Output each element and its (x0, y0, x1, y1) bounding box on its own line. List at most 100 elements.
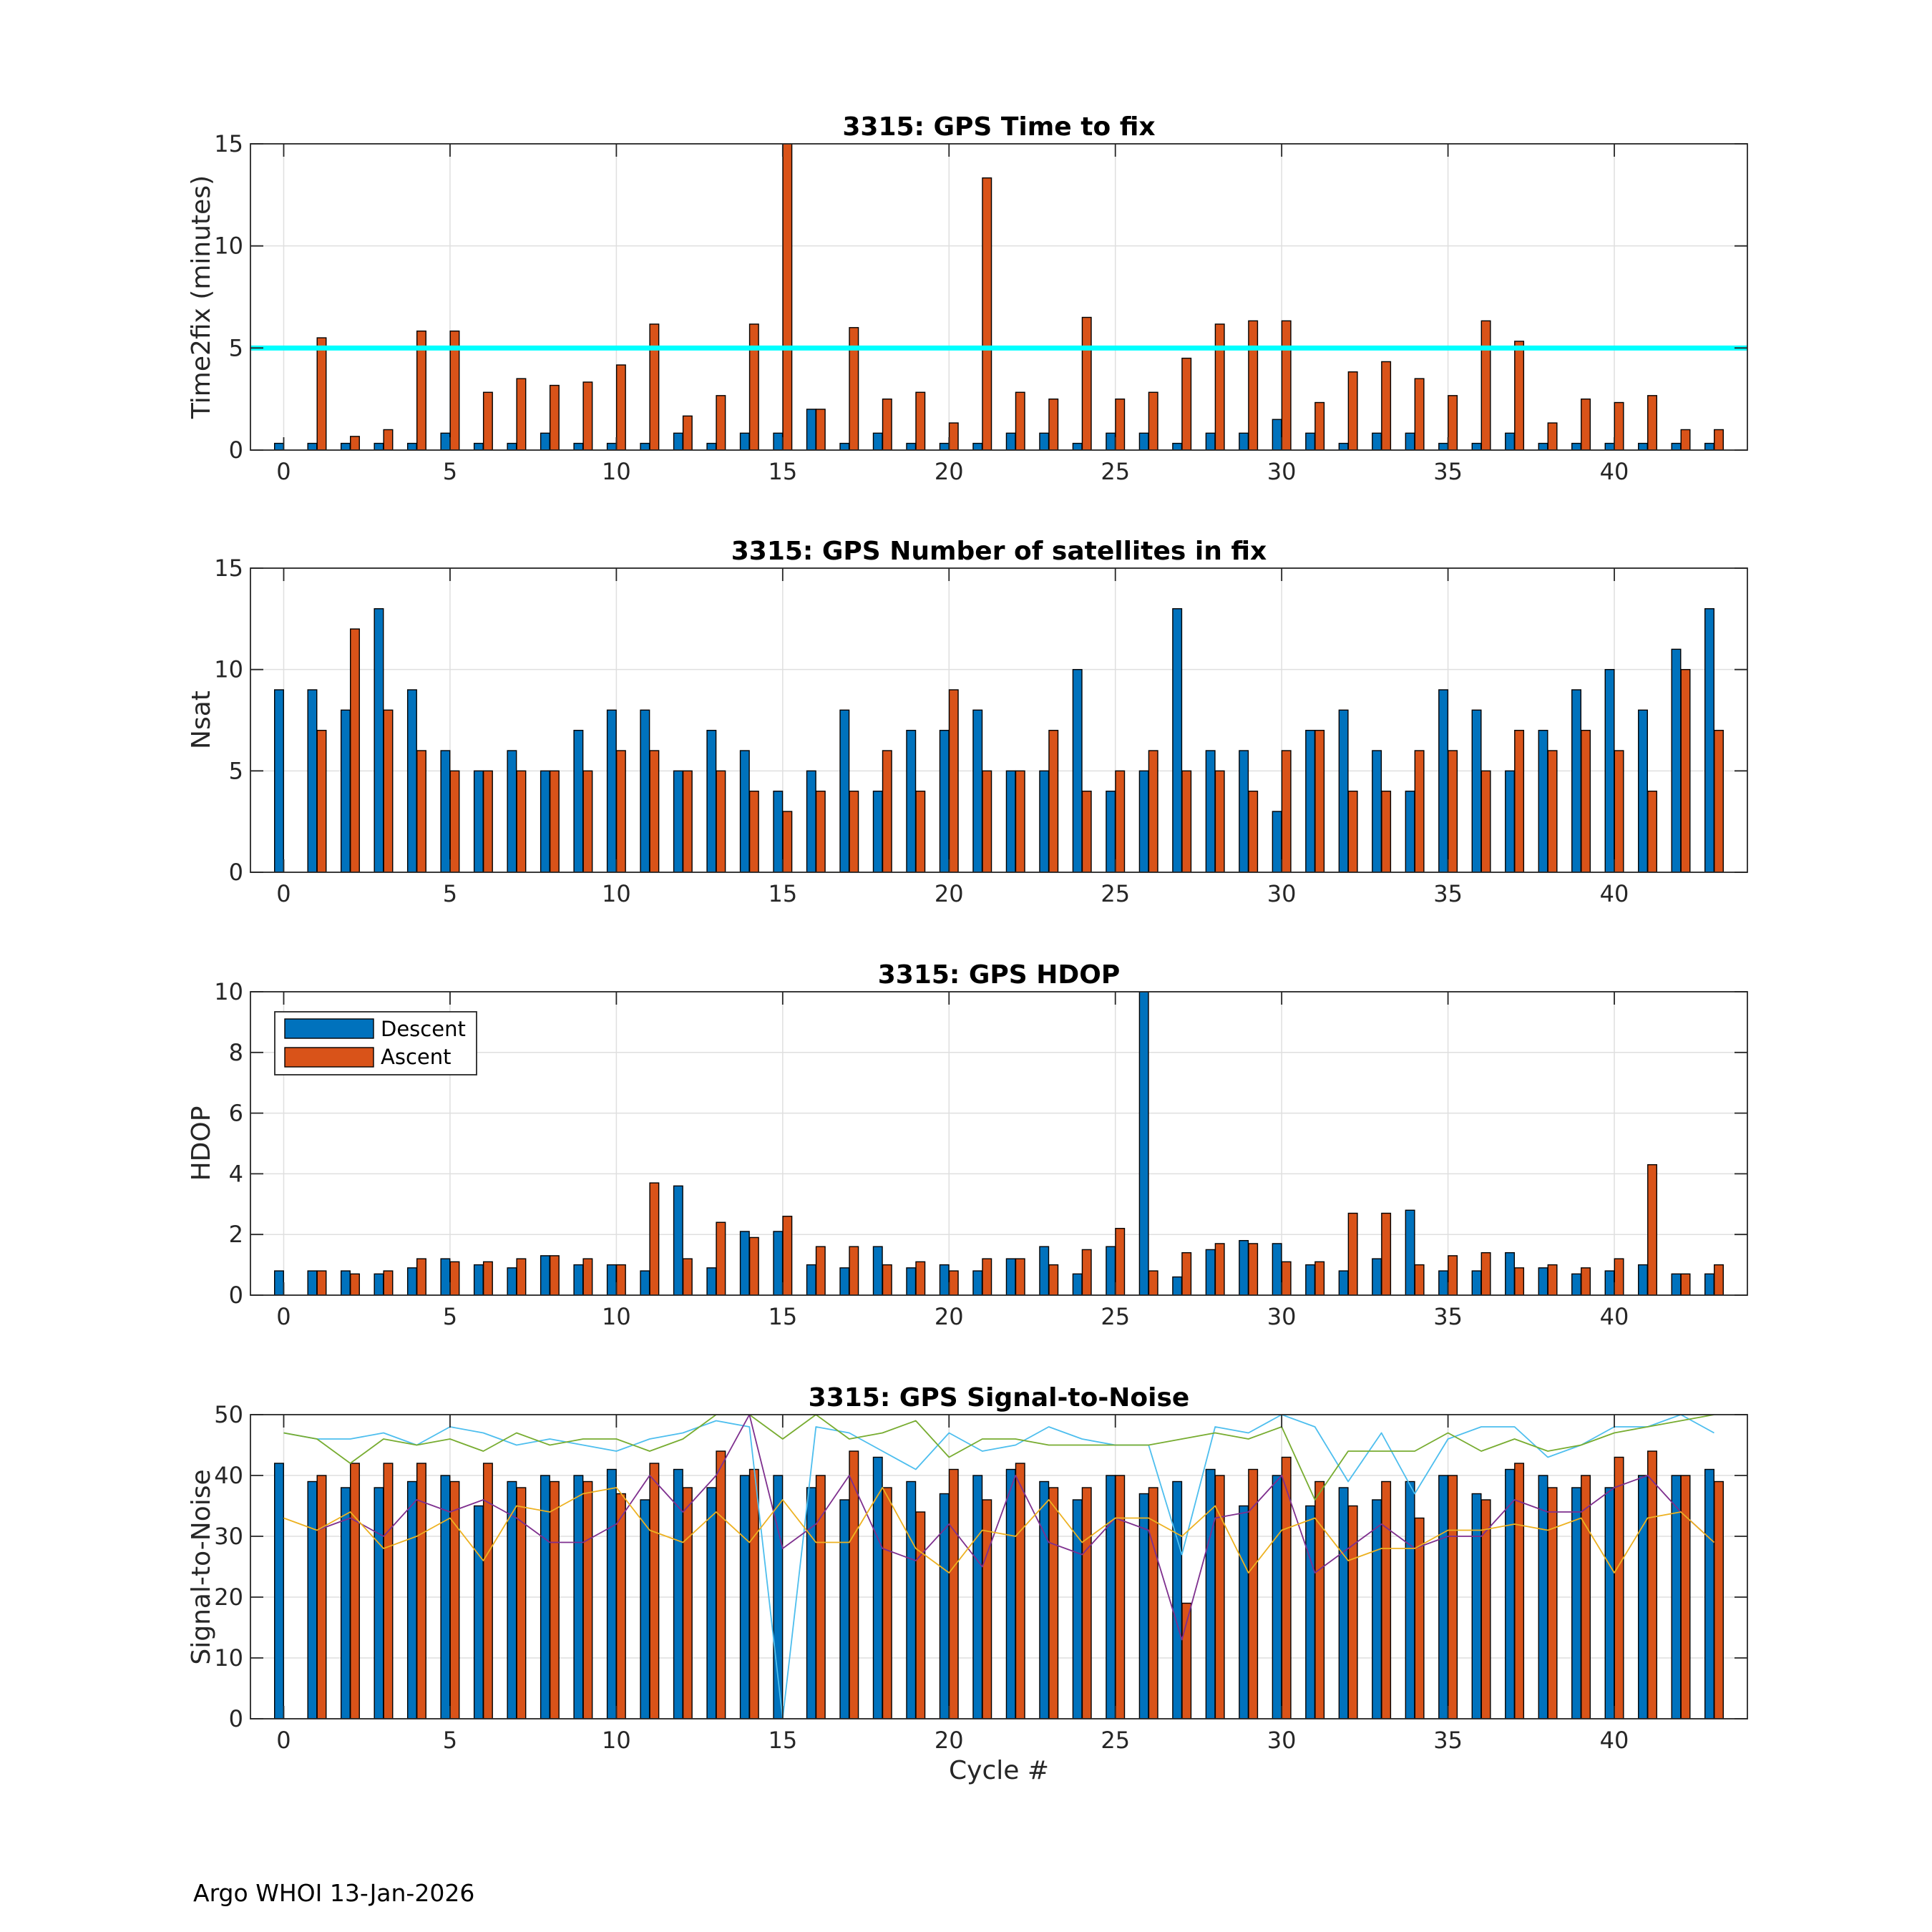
descent-bar (473, 1264, 484, 1295)
x-tick-label: 30 (1267, 880, 1297, 907)
x-tick-label: 25 (1101, 1727, 1130, 1754)
descent-bar (1272, 1475, 1282, 1719)
ascent-bar (516, 1487, 527, 1719)
ascent-bar (716, 770, 726, 872)
descent-bar (1571, 442, 1582, 450)
descent-bar (1305, 1264, 1316, 1295)
snr-line (283, 1487, 1715, 1574)
descent-bar (374, 608, 384, 872)
ascent-bar (383, 1270, 394, 1295)
ascent-bar (482, 770, 493, 872)
ascent-bar (948, 422, 959, 450)
ascent-bar (482, 391, 493, 450)
ascent-bar (482, 1261, 493, 1295)
ascent-bar (1614, 1258, 1624, 1295)
descent-bar (1272, 811, 1282, 872)
ascent-bar (1381, 361, 1392, 450)
descent-bar (739, 432, 750, 450)
descent-bar (606, 442, 617, 450)
descent-bar (1471, 709, 1482, 872)
data-layer (250, 144, 1747, 450)
ascent-bar (549, 384, 560, 450)
y-tick-label: 10 (214, 978, 243, 1005)
descent-bar (440, 750, 451, 872)
ascent-bar (482, 1463, 493, 1719)
descent-bar (1471, 1493, 1482, 1719)
descent-bar (606, 1468, 617, 1719)
descent-bar (1571, 1487, 1582, 1719)
descent-bar (739, 1475, 750, 1719)
snr-line (283, 1415, 1714, 1501)
ascent-bar (849, 1246, 859, 1295)
y-axis-label: HDOP (187, 1106, 216, 1181)
ascent-bar (1181, 1252, 1192, 1295)
descent-bar (1571, 689, 1582, 872)
descent-bar (739, 750, 750, 872)
legend-descent-label: Descent (381, 1017, 466, 1041)
descent-bar (1438, 1475, 1449, 1719)
plot-background (250, 568, 1747, 872)
descent-bar (1372, 1499, 1382, 1719)
descent-bar (1039, 1246, 1050, 1295)
descent-bar (540, 1255, 550, 1295)
y-tick-label: 0 (229, 859, 243, 886)
ascent-bar (416, 330, 426, 450)
x-tick-label: 25 (1101, 458, 1130, 485)
ascent-bar (383, 709, 394, 872)
descent-bar (1106, 432, 1116, 450)
ascent-bar (1448, 395, 1458, 450)
descent-bar (839, 1267, 850, 1295)
ascent-bar (1347, 790, 1358, 872)
descent-bar (1072, 442, 1083, 450)
descent-bar (274, 442, 284, 450)
snr-line (316, 1415, 1715, 1641)
descent-bar (773, 432, 784, 450)
ascent-bar (1214, 770, 1225, 872)
ascent-bar (1248, 790, 1259, 872)
descent-bar (1438, 1270, 1449, 1295)
x-tick-label: 5 (443, 880, 457, 907)
legend-ascent-swatch (284, 1047, 374, 1068)
ascent-bar (1015, 391, 1025, 450)
descent-bar (1106, 790, 1116, 872)
x-tick-label: 35 (1433, 458, 1463, 485)
ascent-bar (982, 1499, 992, 1719)
ascent-bar (1081, 1249, 1092, 1295)
ascent-bar (1214, 1475, 1225, 1719)
descent-bar (806, 1487, 816, 1719)
descent-bar (1172, 608, 1183, 872)
ascent-bar (882, 1487, 892, 1719)
descent-bar (1405, 1480, 1415, 1719)
ascent-bar (1081, 790, 1092, 872)
ascent-bar (316, 337, 327, 450)
ascent-bar (1448, 750, 1458, 872)
ascent-bar (1680, 668, 1691, 872)
ascent-bar (416, 1258, 426, 1295)
descent-bar (1005, 770, 1016, 872)
descent-bar (606, 709, 617, 872)
y-tick-label: 0 (229, 1282, 243, 1309)
y-axis-label: Signal-to-Noise (187, 1469, 216, 1664)
y-tick-label: 10 (214, 1644, 243, 1672)
ascent-bar (1248, 320, 1259, 450)
axes-box (250, 1414, 1748, 1719)
ascent-bar (948, 1270, 959, 1295)
ascent-bar (350, 1463, 360, 1719)
descent-bar (1172, 1480, 1183, 1719)
ascent-bar (615, 1493, 626, 1719)
plot-area: 0 5 10 15 20 25 30 35 40 0 2 4 6 8 10 (214, 978, 1748, 1330)
ascent-bar (549, 1255, 560, 1295)
descent-bar (806, 770, 816, 872)
x-tick-label: 40 (1600, 458, 1629, 485)
ascent-bar (682, 415, 693, 450)
ascent-bar (615, 750, 626, 872)
descent-bar (1338, 442, 1349, 450)
ascent-bar (815, 1475, 826, 1719)
ascent-bar (948, 1468, 959, 1719)
ascent-bar (1680, 1475, 1691, 1719)
descent-bar (972, 1270, 983, 1295)
descent-bar (340, 1487, 351, 1719)
y-tick-label: 5 (229, 334, 243, 361)
x-tick-label: 40 (1600, 1727, 1629, 1754)
descent-bar (1272, 1243, 1282, 1295)
